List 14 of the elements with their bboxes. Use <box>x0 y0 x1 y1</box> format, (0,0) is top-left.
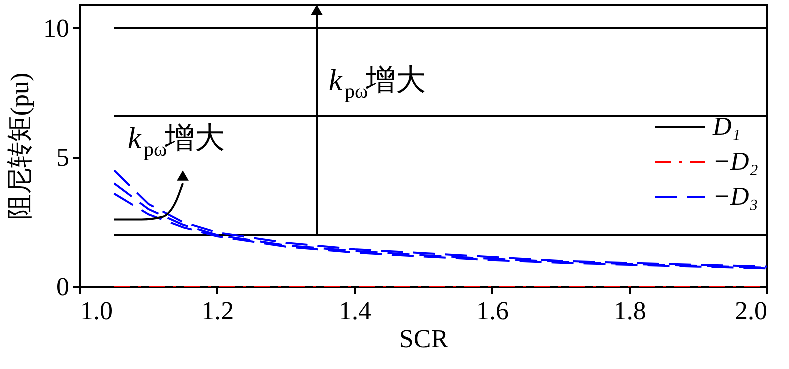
x-tick-label: 1.6 <box>476 296 509 326</box>
legend-label: D₁ <box>712 112 741 141</box>
legend-label: −D₂ <box>713 147 758 176</box>
legend-label: −D₃ <box>713 182 758 211</box>
x-tick-label: 1.2 <box>202 296 234 326</box>
x-tick-label: 1.8 <box>614 296 646 326</box>
x-axis-title: SCR <box>399 324 450 354</box>
y-axis-title: 阻尼转矩(pu) <box>6 72 34 220</box>
y-tick-label: 0 <box>56 272 70 302</box>
x-tick-label: 1.4 <box>339 296 372 326</box>
y-tick-label: 5 <box>56 143 70 172</box>
x-tick-label: 1.0 <box>80 296 113 326</box>
x-tick-label: 2.0 <box>735 296 768 326</box>
y-tick-label: 10 <box>44 14 70 43</box>
